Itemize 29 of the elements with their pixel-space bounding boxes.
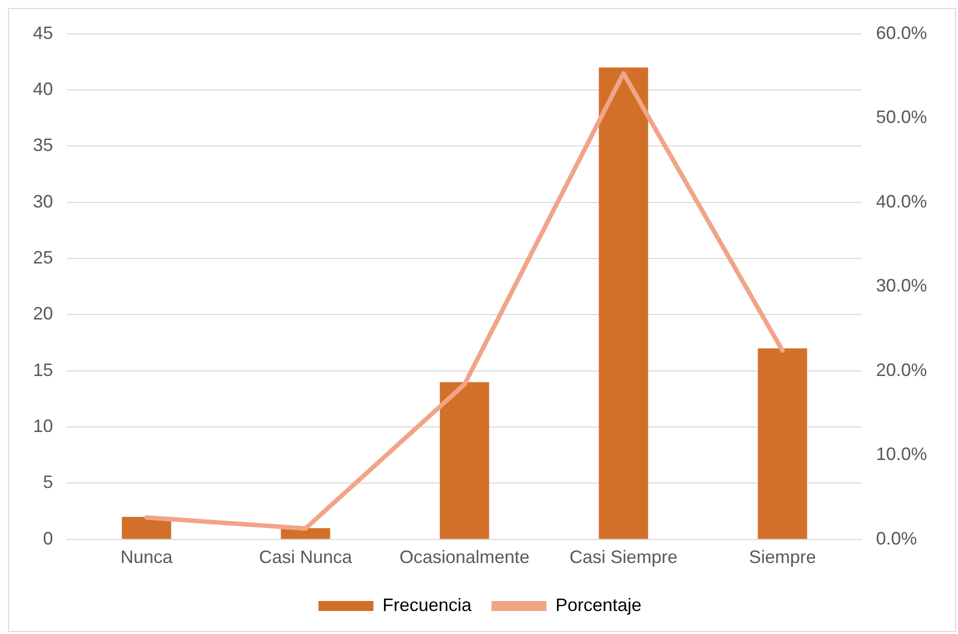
y-tick-label: 40: [32, 78, 54, 99]
y2-tick-label: 0.0%: [876, 528, 917, 548]
y2-tick-label: 60.0%: [876, 22, 928, 43]
y-tick-label: 20: [32, 304, 54, 324]
y-tick-label: 10: [32, 416, 54, 436]
y-tick-label: 25: [32, 247, 54, 268]
y-tick-label: 0: [43, 528, 54, 548]
bar: [122, 516, 172, 539]
x-tick-label: Nunca: [120, 547, 174, 568]
bar: [440, 382, 490, 539]
y-tick-label: 45: [32, 22, 54, 43]
y-tick-label: 5: [43, 472, 54, 492]
y2-tick-label: 50.0%: [876, 107, 928, 128]
y2-tick-label: 20.0%: [876, 360, 928, 380]
bar: [280, 528, 330, 539]
y-tick-label: 30: [32, 191, 54, 212]
legend-label: Porcentaje: [555, 594, 642, 615]
y2-tick-label: 10.0%: [876, 444, 928, 464]
y2-tick-label: 40.0%: [876, 191, 928, 212]
x-tick-label: Ocasionalmente: [399, 547, 530, 568]
y2-tick-label: 30.0%: [876, 276, 928, 296]
bar: [758, 348, 808, 539]
y-tick-label: 15: [32, 360, 54, 380]
x-tick-label: Casi Nunca: [258, 547, 354, 568]
legend-label: Frecuencia: [382, 594, 472, 615]
bar: [598, 68, 648, 539]
x-tick-label: Casi Siempre: [569, 547, 678, 568]
y-tick-label: 35: [32, 135, 54, 156]
x-tick-label: Siempre: [748, 547, 816, 568]
